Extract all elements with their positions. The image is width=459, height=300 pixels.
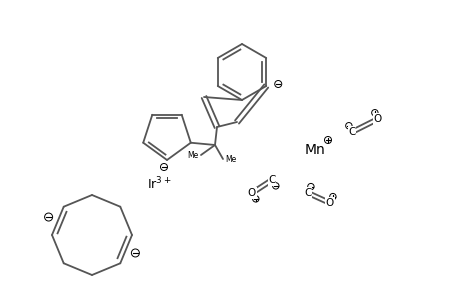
Text: Mn: Mn [304,143,325,157]
Text: O: O [247,188,256,198]
Text: O: O [373,114,381,124]
Circle shape [160,164,167,170]
Circle shape [345,122,351,129]
Circle shape [252,196,258,202]
Text: C: C [347,127,355,137]
Circle shape [324,136,331,143]
Circle shape [272,183,279,189]
Circle shape [45,213,52,221]
Circle shape [329,194,336,200]
Text: Ir$^{3+}$: Ir$^{3+}$ [146,176,171,193]
Circle shape [274,80,281,88]
Text: C: C [304,188,311,198]
Circle shape [307,183,313,190]
Text: C: C [268,175,275,185]
Circle shape [131,249,139,257]
Text: Me: Me [224,154,236,164]
Circle shape [371,110,377,116]
Text: O: O [325,198,333,208]
Text: Me: Me [187,151,199,160]
